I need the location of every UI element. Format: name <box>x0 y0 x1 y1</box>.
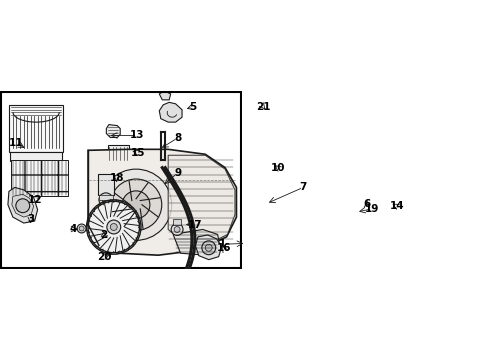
Circle shape <box>110 179 162 230</box>
Circle shape <box>331 245 335 249</box>
Polygon shape <box>195 235 221 260</box>
Polygon shape <box>106 125 120 138</box>
Circle shape <box>367 186 374 193</box>
Text: 15: 15 <box>131 148 145 158</box>
Polygon shape <box>8 188 38 223</box>
Bar <box>336 195 350 202</box>
Circle shape <box>99 193 113 207</box>
Circle shape <box>110 224 117 230</box>
Circle shape <box>174 226 180 233</box>
Circle shape <box>102 196 109 203</box>
Bar <box>9 105 63 152</box>
Circle shape <box>205 244 212 251</box>
Text: 18: 18 <box>109 173 124 183</box>
Text: 20: 20 <box>97 252 111 262</box>
Bar <box>264 177 337 251</box>
Text: 6: 6 <box>363 199 370 209</box>
Circle shape <box>122 191 150 219</box>
Text: 11: 11 <box>9 138 23 148</box>
Circle shape <box>202 241 215 255</box>
Bar <box>11 160 68 196</box>
Text: 7: 7 <box>299 183 306 193</box>
Circle shape <box>100 169 171 240</box>
Circle shape <box>77 224 86 233</box>
Polygon shape <box>159 102 182 122</box>
Text: 13: 13 <box>130 130 144 140</box>
Circle shape <box>112 221 130 239</box>
Text: 2: 2 <box>100 230 107 240</box>
Bar <box>159 158 166 163</box>
Circle shape <box>79 226 84 231</box>
Polygon shape <box>168 155 235 244</box>
Circle shape <box>117 226 125 235</box>
Bar <box>173 219 181 225</box>
Circle shape <box>88 201 139 253</box>
Text: 21: 21 <box>255 102 270 112</box>
Text: 5: 5 <box>189 102 196 112</box>
Text: 12: 12 <box>27 195 42 205</box>
Text: 17: 17 <box>188 220 203 230</box>
Circle shape <box>107 217 135 244</box>
Polygon shape <box>357 176 383 202</box>
Text: 4: 4 <box>69 224 77 234</box>
Circle shape <box>171 224 183 235</box>
Bar <box>10 152 62 161</box>
Circle shape <box>242 133 249 141</box>
Text: 14: 14 <box>388 201 403 211</box>
Circle shape <box>331 178 335 182</box>
Polygon shape <box>88 149 236 255</box>
Circle shape <box>107 220 121 234</box>
Bar <box>264 98 350 153</box>
Polygon shape <box>173 229 220 255</box>
Circle shape <box>364 183 377 197</box>
Circle shape <box>264 245 268 249</box>
Bar <box>99 195 113 200</box>
Polygon shape <box>12 194 34 217</box>
Bar <box>98 174 114 195</box>
Text: 19: 19 <box>365 204 379 214</box>
Bar <box>242 103 249 110</box>
Circle shape <box>264 178 268 182</box>
Text: 1: 1 <box>219 239 226 249</box>
Text: 16: 16 <box>216 243 230 253</box>
Text: 3: 3 <box>27 213 34 224</box>
Circle shape <box>16 199 30 213</box>
Text: 8: 8 <box>174 133 181 143</box>
Text: 9: 9 <box>174 167 181 177</box>
Bar <box>241 109 250 123</box>
Text: 10: 10 <box>271 163 285 173</box>
Polygon shape <box>262 160 275 173</box>
Polygon shape <box>159 91 170 100</box>
Bar <box>108 145 128 161</box>
Polygon shape <box>387 184 410 206</box>
